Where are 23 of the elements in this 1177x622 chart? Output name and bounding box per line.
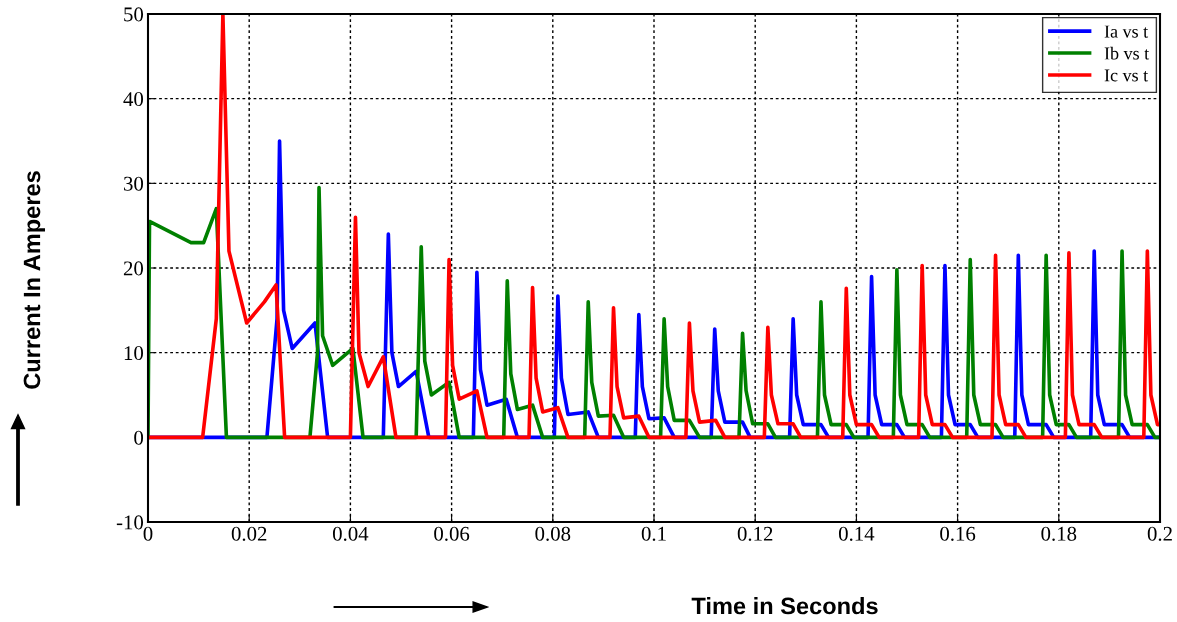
x-tick-label: 0.16	[940, 526, 976, 541]
legend-label: Ia vs t	[1104, 25, 1149, 38]
y-tick-label: 50	[124, 7, 144, 22]
y-tick-label: 20	[123, 261, 144, 276]
y-tick-label: -10	[116, 515, 144, 530]
y-tick-label: 40	[123, 92, 144, 107]
legend-label: Ic vs t	[1104, 69, 1149, 82]
legend-label: Ib vs t	[1104, 46, 1150, 60]
y-tick-label: 30	[124, 176, 144, 191]
y-axis-title: Current In Amperes	[23, 171, 45, 389]
x-tick-label: 0.2	[1147, 526, 1172, 541]
y-tick-label: 10	[124, 346, 144, 361]
x-tick-label: 0.12	[737, 526, 773, 541]
x-tick-label: 0.02	[231, 526, 267, 541]
x-tick-label: 0.06	[434, 526, 470, 541]
x-tick-label: 0.1	[641, 526, 666, 541]
x-axis-title: Time in Seconds	[691, 596, 878, 615]
x-tick-label: 0.14	[838, 526, 875, 541]
x-tick-label: 0.18	[1041, 526, 1077, 541]
x-tick-label: 0.04	[332, 526, 369, 541]
y-tick-label: 0	[134, 430, 144, 445]
line-series	[148, 185, 1160, 440]
x-tick-label: 0.08	[535, 526, 571, 541]
